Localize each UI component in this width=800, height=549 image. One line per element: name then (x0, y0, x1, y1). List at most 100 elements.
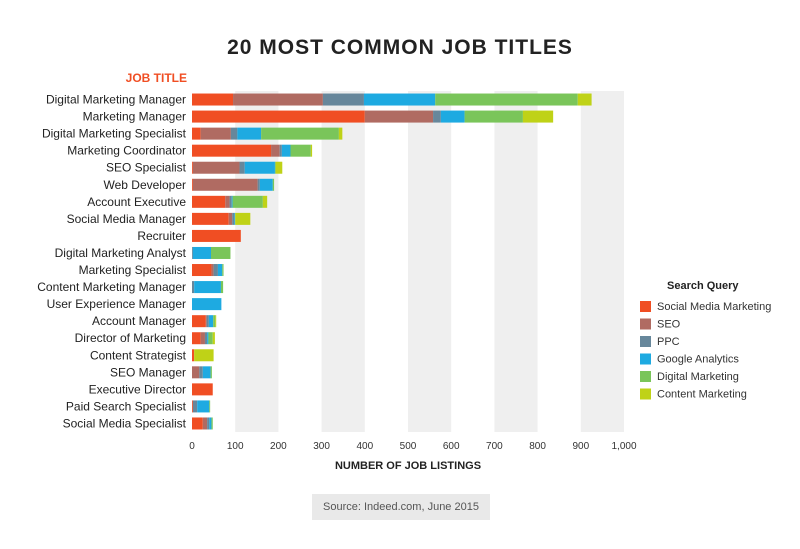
bar-segment (206, 315, 209, 328)
x-tick-label: 0 (189, 441, 195, 452)
legend-label: Google Analytics (657, 354, 739, 366)
bar-segment (310, 144, 313, 157)
bar-segment (232, 195, 263, 208)
category-label: Paid Search Specialist (66, 399, 187, 413)
bar-segment (192, 178, 193, 191)
chart-title: 20 MOST COMMON JOB TITLES (227, 36, 573, 59)
category-label: Digital Marketing Analyst (55, 246, 187, 260)
bar-segment (272, 178, 275, 191)
category-label: Account Executive (87, 195, 186, 209)
bar-segment (275, 161, 283, 174)
bar-segment (192, 264, 212, 277)
bar-segment (192, 298, 222, 311)
bar-segment (192, 161, 193, 174)
bar-segment (257, 178, 260, 191)
legend-swatch (640, 301, 651, 312)
bar-segment (192, 246, 212, 259)
bar-segment (205, 315, 207, 328)
grid-band (235, 91, 279, 432)
bar-segment (192, 349, 195, 362)
category-label: Web Developer (104, 178, 187, 192)
bar-segment (194, 349, 214, 362)
bar-segment (211, 417, 213, 430)
category-label: User Experience Manager (47, 297, 186, 311)
category-label: Social Media Manager (67, 212, 186, 226)
grid-band (321, 91, 365, 432)
legend-swatch (640, 353, 651, 365)
bar-segment (200, 332, 205, 345)
bar-segment (338, 127, 343, 140)
category-label: Recruiter (137, 229, 186, 243)
bar-segment (192, 400, 193, 413)
bar-segment (213, 315, 216, 328)
bar-segment (364, 110, 434, 123)
bar-segment (199, 366, 203, 379)
bar-segment (577, 93, 592, 106)
category-label: Account Manager (92, 314, 186, 328)
bar-segment (204, 332, 208, 345)
legend: Search Query Social Media Marketing SEO PPC… (640, 280, 771, 401)
bar-segment (228, 212, 233, 225)
x-tick-label: 100 (227, 441, 244, 452)
bar-segment (262, 195, 268, 208)
bar-segment (192, 178, 258, 191)
grid-bands (235, 91, 624, 432)
bar-segment (274, 161, 276, 174)
grid-band (580, 91, 624, 432)
bar-segment (261, 127, 339, 140)
legend-swatch (640, 318, 651, 330)
x-tick-label: 800 (529, 441, 546, 452)
legend-label: SEO (657, 319, 681, 331)
grid-band (494, 91, 538, 432)
category-labels: Digital Marketing Manager Marketing Manag… (37, 93, 186, 431)
x-tick-label: 900 (572, 441, 589, 452)
bar-segment (211, 264, 214, 277)
bar-segment (202, 417, 208, 430)
x-tick-labels: 0 100 200 300 400 500 600 700 800 900 1,000 (189, 441, 637, 452)
bar-segment (440, 110, 465, 123)
bar-segment (192, 127, 201, 140)
x-axis-label: NUMBER OF JOB LISTINGS (335, 460, 481, 472)
bar-segment (194, 281, 221, 294)
category-label: SEO Specialist (106, 161, 187, 175)
bar-segment (279, 144, 282, 157)
grid-band (408, 91, 452, 432)
bar-segment (208, 332, 213, 345)
bar-segment (200, 127, 231, 140)
bar-segment (244, 161, 275, 174)
bar-segment (230, 127, 238, 140)
category-label: Digital Marketing Manager (46, 93, 186, 107)
x-tick-label: 600 (443, 441, 460, 452)
bar-segment (192, 417, 203, 430)
bar-segment (232, 212, 235, 225)
bar-segment (225, 195, 230, 208)
legend-swatch (640, 388, 651, 400)
y-axis-label: JOB TITLE (126, 71, 187, 85)
bar-segment (207, 417, 210, 430)
bar-segment (207, 332, 209, 345)
bar-segment (192, 315, 206, 328)
x-tick-label: 1,000 (611, 441, 636, 452)
bar-segment (229, 195, 232, 208)
bar-segment (192, 400, 198, 413)
bar-segment (197, 400, 210, 413)
bar-segment (192, 229, 241, 242)
bar-segment (213, 264, 218, 277)
category-label: Marketing Manager (83, 110, 186, 124)
category-label: Marketing Specialist (79, 263, 187, 277)
bar-segment (192, 366, 200, 379)
bar-segment (211, 246, 231, 259)
legend-swatch (640, 336, 651, 347)
bar-segment (192, 144, 272, 157)
bar-segment (215, 315, 217, 328)
bar-segment (220, 281, 224, 294)
x-tick-label: 200 (270, 441, 287, 452)
bar-segment (363, 93, 436, 106)
bar-segment (192, 246, 193, 259)
legend-label: PPC (657, 336, 680, 348)
bar-segment (192, 332, 201, 345)
bar-segment (233, 93, 323, 106)
bar-segment (192, 110, 365, 123)
legend-swatch (640, 371, 651, 382)
